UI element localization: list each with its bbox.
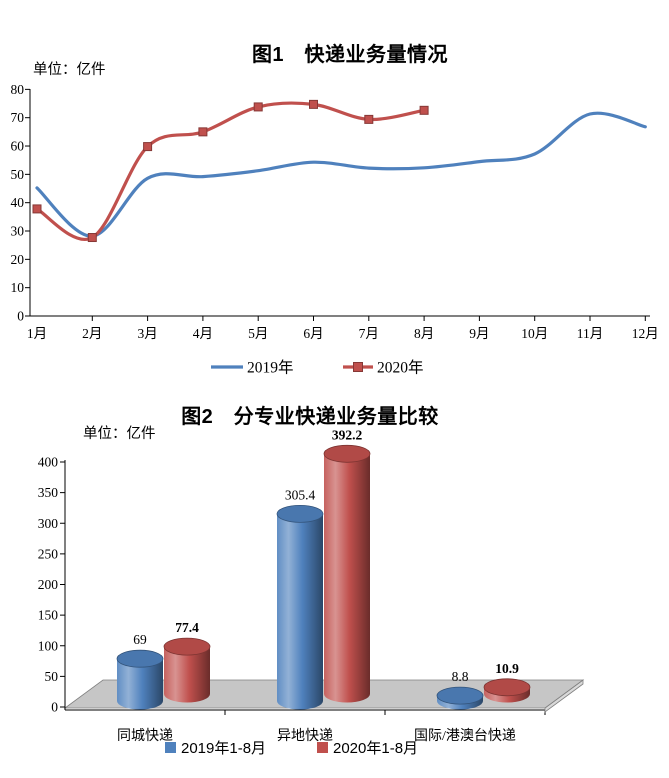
figure2-bar-top	[436, 686, 484, 705]
figure1-x-tick-label: 10月	[521, 326, 548, 341]
figure2-bar-body	[324, 453, 370, 703]
figure2-data-label: 392.2	[332, 427, 363, 442]
figure1-data-marker	[364, 114, 374, 124]
figure2-category-label: 同城快递	[117, 728, 173, 744]
figure2-bar-top	[116, 649, 164, 668]
figure1-x-tick-label: 8月	[414, 326, 434, 341]
figure2-y-tick-label: 350	[38, 485, 59, 500]
figure1-x-tick-label: 12月	[632, 326, 659, 341]
figure2-bar-top	[483, 678, 531, 697]
figure1-y-tick-label: 70	[11, 110, 25, 125]
figure2-y-tick-label: 0	[51, 700, 58, 715]
figure1-x-tick-label: 5月	[248, 326, 268, 341]
figure1-data-marker	[198, 127, 208, 137]
figure2-category-label: 国际/港澳台快递	[414, 728, 516, 744]
figure1-y-tick-label: 40	[11, 195, 25, 210]
figure1-x-tick-label: 3月	[137, 326, 157, 341]
figure1-data-marker	[87, 233, 97, 243]
figure2-legend: 2019年1-8月 2020年1-8月	[165, 740, 418, 757]
figure1-data-marker	[419, 105, 429, 115]
figure1-y-tick-label: 30	[11, 224, 25, 239]
figure1-title: 图1 快递业务量情况	[251, 44, 449, 66]
figure2-category-label: 异地快递	[277, 728, 333, 744]
figure2-data-label: 305.4	[285, 487, 316, 502]
figure2-data-label: 69	[133, 632, 147, 647]
figure1-data-marker	[253, 102, 263, 112]
figure2-y-tick-label: 50	[45, 669, 59, 684]
figure1-x-tick-label: 7月	[359, 326, 379, 341]
figure1-y-tick-label: 80	[11, 82, 25, 97]
figure2-y-tick-label: 100	[38, 638, 59, 653]
figure1-y-tick-label: 50	[11, 167, 25, 182]
figure2-y-tick-label: 250	[38, 546, 59, 561]
figure2-bar-body	[164, 646, 210, 703]
figure1-y-tick-label: 0	[17, 309, 24, 324]
figure2-legend-swatch	[165, 742, 176, 753]
figure1-y-tick-label: 10	[11, 280, 25, 295]
figure1-data-marker	[143, 142, 153, 152]
figure2-data-label: 8.8	[452, 669, 469, 684]
figure1-y-tick-label: 20	[11, 252, 25, 267]
figure1-x-tick-label: 11月	[577, 326, 604, 341]
figure2-bar-body	[277, 513, 323, 710]
figure1-unit-label: 单位：亿件	[33, 62, 106, 78]
figure2-unit-label: 单位：亿件	[83, 426, 156, 442]
figure1-x-tick-label: 2月	[82, 326, 102, 341]
figure2-bar-chart: 0 50 100 150 200 250 300 350 400 69 305.4 8.8 77.4 39…	[38, 427, 585, 757]
figure1-data-marker	[309, 99, 318, 109]
figure2-y-tick-label: 300	[38, 516, 59, 531]
figure1-legend-label: 2019年	[247, 359, 294, 377]
figure2-bar-top	[163, 637, 211, 656]
figure2-y-tick-label: 400	[38, 455, 59, 470]
figure1-x-tick-label: 6月	[303, 326, 323, 341]
figure2-bar-body	[117, 658, 163, 710]
figure2-legend-label: 2020年1-8月	[333, 740, 418, 757]
figure1-legend-marker	[353, 362, 363, 372]
figure2-legend-swatch	[317, 742, 328, 753]
figure1-line-chart: 0 10 20 30 40 50 60 70 80 1月 2月 3月 4月 5月 6月 7月 8月 9月 10月 11…	[11, 82, 659, 377]
figure1-series-line-0	[35, 111, 647, 238]
figure1-y-tick-label: 60	[11, 139, 25, 154]
figure2-legend-label: 2019年1-8月	[181, 740, 266, 757]
figure2-bar-top	[323, 444, 371, 463]
figure1-x-tick-label: 4月	[193, 326, 213, 341]
figure1-legend-label: 2020年	[377, 359, 424, 377]
figure2-y-tick-label: 200	[38, 577, 59, 592]
figure2-title: 图2 分专业快递业务量比较	[181, 406, 439, 428]
figure2-y-tick-label: 150	[38, 608, 59, 623]
figure2-bar-top	[276, 505, 324, 523]
figure1-x-tick-label: 9月	[469, 326, 489, 341]
figure2-data-label: 10.9	[495, 661, 519, 676]
figure1-data-marker	[32, 204, 42, 214]
figure1-legend: 2019年 2020年	[211, 359, 424, 377]
figure2-data-label: 77.4	[175, 620, 199, 635]
figure1-x-tick-label: 1月	[27, 326, 47, 341]
